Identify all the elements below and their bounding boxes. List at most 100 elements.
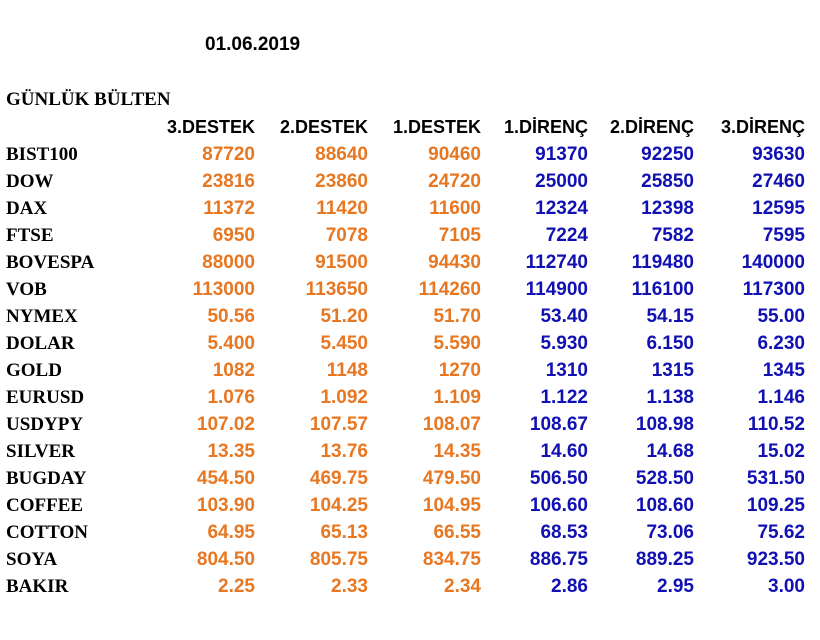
resistance-level-cell: 93630	[752, 144, 805, 165]
resistance-level-cell: 12595	[752, 198, 805, 219]
support-level-cell: 479.50	[422, 468, 481, 489]
resistance-level-cell: 923.50	[746, 549, 805, 570]
resistance-level-cell: 886.75	[529, 549, 588, 570]
support-level-cell: 1270	[438, 360, 481, 381]
support-level-cell: 108.07	[422, 414, 481, 435]
support-level-cell: 114260	[418, 279, 481, 300]
table-row: VOB 113000 113650 114260 114900 116100 117300	[6, 276, 805, 303]
corner-cell	[6, 114, 149, 141]
resistance-level-cell: 117300	[742, 279, 805, 300]
resistance-level-cell: 531.50	[746, 468, 805, 489]
table-row: BIST100 87720 88640 90460 91370 92250 93630	[6, 141, 805, 168]
resistance-level-cell: 1.138	[646, 387, 694, 408]
resistance-level-cell: 73.06	[646, 522, 694, 543]
column-header-resistance-3: 3.DİRENÇ	[720, 117, 805, 137]
resistance-level-cell: 114900	[525, 279, 588, 300]
resistance-level-cell: 109.25	[746, 495, 805, 516]
support-level-cell: 2.34	[444, 576, 481, 597]
resistance-level-cell: 53.40	[540, 306, 588, 327]
table-row: USDYPY 107.02 107.57 108.07 108.67 108.98 110.…	[6, 411, 805, 438]
support-level-cell: 88000	[202, 252, 255, 273]
support-level-cell: 5.590	[433, 333, 481, 354]
instrument-name: VOB	[6, 279, 47, 300]
resistance-level-cell: 108.67	[529, 414, 588, 435]
support-level-cell: 107.02	[196, 414, 255, 435]
resistance-level-cell: 889.25	[635, 549, 694, 570]
resistance-level-cell: 1.146	[757, 387, 805, 408]
table-row: NYMEX 50.56 51.20 51.70 53.40 54.15 55.00	[6, 303, 805, 330]
support-level-cell: 66.55	[433, 522, 481, 543]
support-level-cell: 805.75	[309, 549, 368, 570]
resistance-level-cell: 1345	[762, 360, 805, 381]
support-level-cell: 65.13	[320, 522, 368, 543]
table-header-row: 3.DESTEK 2.DESTEK 1.DESTEK 1.DİRENÇ 2.Dİ…	[6, 114, 805, 141]
support-level-cell: 51.70	[433, 306, 481, 327]
support-level-cell: 804.50	[196, 549, 255, 570]
support-level-cell: 107.57	[309, 414, 368, 435]
resistance-level-cell: 140000	[741, 252, 805, 273]
resistance-level-cell: 12398	[641, 198, 694, 219]
support-level-cell: 11600	[429, 198, 481, 219]
support-level-cell: 834.75	[422, 549, 481, 570]
resistance-level-cell: 2.86	[551, 576, 588, 597]
support-level-cell: 104.25	[309, 495, 368, 516]
instrument-name: BOVESPA	[6, 252, 95, 273]
resistance-level-cell: 106.60	[529, 495, 588, 516]
resistance-level-cell: 5.930	[540, 333, 588, 354]
table-row: COFFEE 103.90 104.25 104.95 106.60 108.60 109.…	[6, 492, 805, 519]
support-level-cell: 2.33	[331, 576, 368, 597]
resistance-level-cell: 528.50	[635, 468, 694, 489]
instrument-name: SOYA	[6, 549, 58, 570]
support-level-cell: 7105	[438, 225, 481, 246]
table-row: BOVESPA 88000 91500 94430 112740 119480 140000	[6, 249, 805, 276]
table-row: BAKIR 2.25 2.33 2.34 2.86 2.95 3.00	[6, 573, 805, 600]
table-row: DAX 11372 11420 11600 12324 12398 12595	[6, 195, 805, 222]
support-level-cell: 1.076	[207, 387, 255, 408]
resistance-level-cell: 3.00	[768, 576, 805, 597]
support-level-cell: 6950	[212, 225, 255, 246]
instrument-name: BAKIR	[6, 576, 69, 597]
support-level-cell: 104.95	[422, 495, 481, 516]
support-level-cell: 13.35	[207, 441, 255, 462]
support-level-cell: 23860	[315, 171, 368, 192]
resistance-level-cell: 7224	[545, 225, 588, 246]
column-header-support-2: 2.DESTEK	[279, 117, 368, 137]
support-level-cell: 51.20	[320, 306, 368, 327]
bulletin-date: 01.06.2019	[205, 34, 301, 55]
support-level-cell: 11420	[316, 198, 368, 219]
support-level-cell: 23816	[202, 171, 255, 192]
table-row: DOLAR 5.400 5.450 5.590 5.930 6.150 6.230	[6, 330, 805, 357]
resistance-level-cell: 108.60	[635, 495, 694, 516]
resistance-level-cell: 506.50	[529, 468, 588, 489]
support-level-cell: 5.400	[207, 333, 255, 354]
support-level-cell: 113650	[305, 279, 368, 300]
column-header-resistance-2: 2.DİRENÇ	[609, 117, 694, 137]
resistance-level-cell: 116100	[631, 279, 694, 300]
support-level-cell: 1.109	[433, 387, 481, 408]
support-level-cell: 90460	[428, 144, 481, 165]
support-level-cell: 7078	[325, 225, 368, 246]
instrument-name: DOW	[6, 171, 54, 192]
resistance-level-cell: 1.122	[540, 387, 588, 408]
resistance-level-cell: 15.02	[757, 441, 805, 462]
resistance-level-cell: 108.98	[635, 414, 694, 435]
table-body: BIST100 87720 88640 90460 91370 92250 93630 DOW…	[6, 141, 805, 600]
resistance-level-cell: 1310	[545, 360, 588, 381]
resistance-level-cell: 68.53	[540, 522, 588, 543]
support-level-cell: 64.95	[207, 522, 255, 543]
resistance-level-cell: 112740	[525, 252, 588, 273]
resistance-level-cell: 14.60	[540, 441, 588, 462]
support-level-cell: 103.90	[196, 495, 255, 516]
instrument-name: COFFEE	[6, 495, 84, 516]
support-level-cell: 2.25	[218, 576, 255, 597]
instrument-name: DAX	[6, 198, 48, 219]
support-level-cell: 1148	[326, 360, 368, 381]
support-level-cell: 24720	[428, 171, 481, 192]
resistance-level-cell: 54.15	[646, 306, 694, 327]
instrument-name: BUGDAY	[6, 468, 87, 489]
instrument-name: USDYPY	[6, 414, 84, 435]
resistance-level-cell: 25850	[641, 171, 694, 192]
support-resistance-table: 3.DESTEK 2.DESTEK 1.DESTEK 1.DİRENÇ 2.Dİ…	[6, 114, 805, 600]
column-header-resistance-1: 1.DİRENÇ	[503, 117, 588, 137]
support-level-cell: 87720	[202, 144, 255, 165]
